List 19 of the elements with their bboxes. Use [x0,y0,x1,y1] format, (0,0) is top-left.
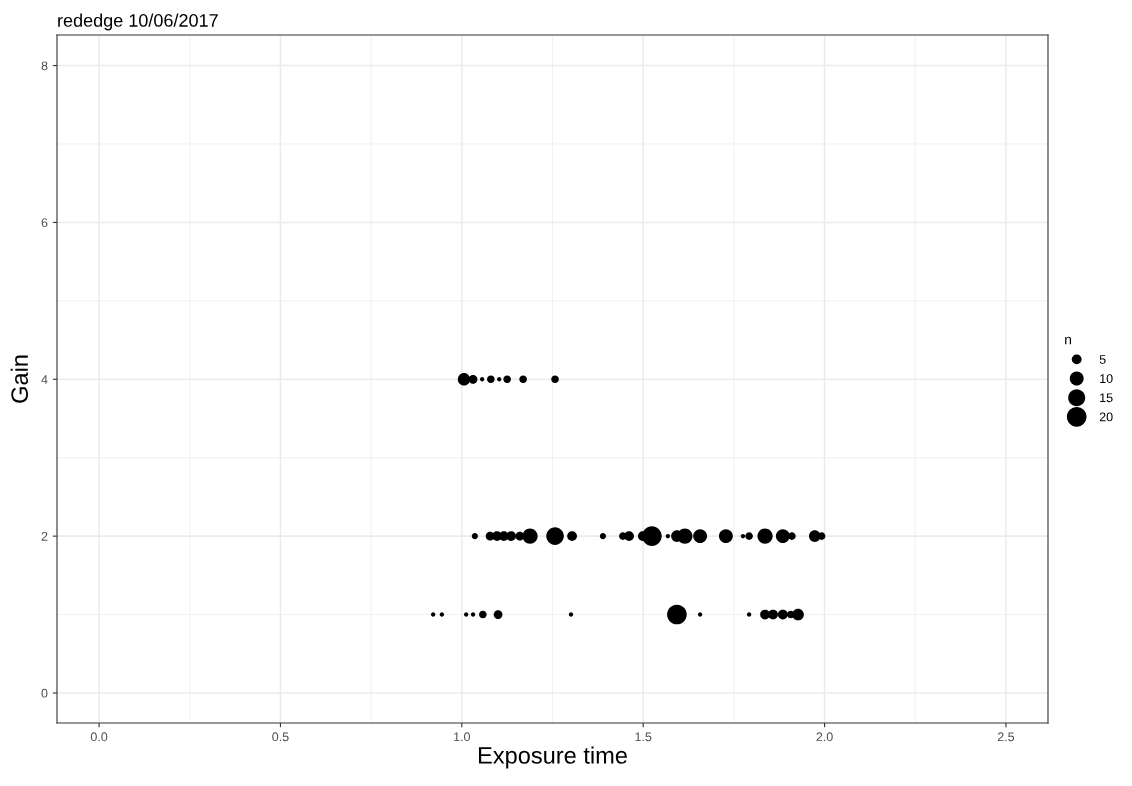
y-tick-label: 4 [41,375,48,384]
x-tick-label: 2.0 [816,732,833,742]
legend-label: 5 [1099,355,1106,364]
x-tick-label: 2.5 [997,732,1015,742]
x-axis-title: Exposure time [478,746,627,769]
y-tick-label: 8 [41,61,48,71]
x-tick-label: 0.5 [272,732,289,742]
y-tick-label: 0 [41,688,48,698]
legend-title: n [1065,336,1072,345]
x-tick-label: 1.0 [454,732,471,742]
legend-label: 15 [1100,393,1113,403]
x-tick-label: 0.0 [90,732,108,742]
chart-title: rededge 10/06/2017 [58,13,218,31]
y-tick-label: 2 [41,531,48,541]
legend-label: 20 [1099,412,1113,422]
legend-label: 10 [1100,374,1113,383]
y-tick-label: 6 [41,218,48,228]
y-axis-title: Gain [10,355,29,403]
x-tick-label: 1.5 [635,732,652,742]
